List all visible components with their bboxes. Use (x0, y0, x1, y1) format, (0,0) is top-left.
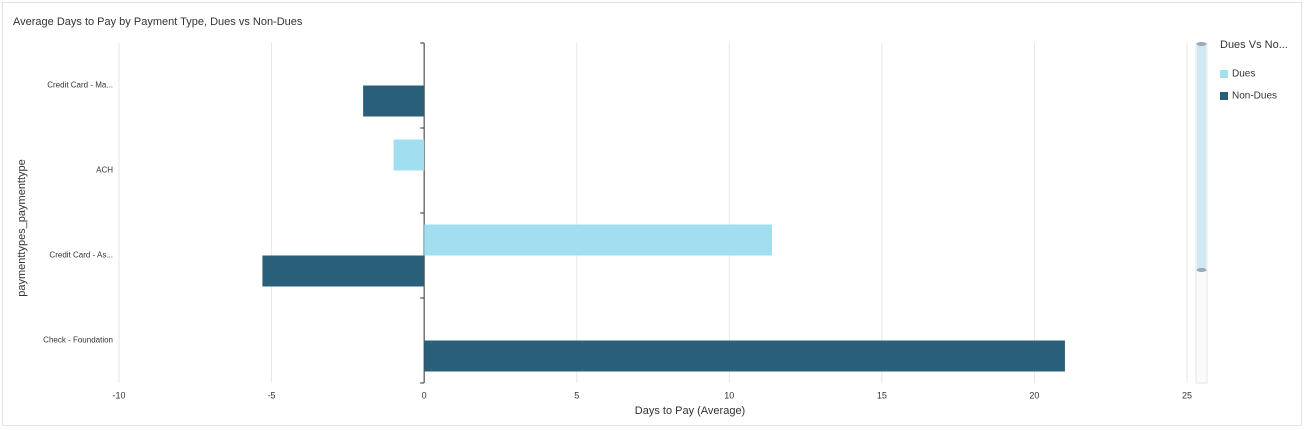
legend-title: Dues Vs No... (1220, 39, 1288, 51)
x-tick-label: -10 (112, 390, 125, 400)
x-tick-label: 5 (574, 390, 579, 400)
x-tick-label: 20 (1029, 390, 1039, 400)
y-tick-label: Credit Card - As... (49, 251, 113, 260)
chart-title: Average Days to Pay by Payment Type, Due… (13, 16, 303, 28)
y-axis-label: paymenttypes_paymenttype (16, 159, 28, 297)
scrollbar-handle[interactable] (1196, 42, 1207, 46)
scrollbar-thumb[interactable] (1197, 43, 1206, 270)
bar (393, 139, 425, 171)
x-tick-label: -5 (268, 390, 276, 400)
legend-swatch (1220, 70, 1228, 78)
bar (363, 85, 425, 117)
x-tick-label: 15 (877, 390, 887, 400)
x-tick-label: 25 (1182, 390, 1192, 400)
bar (262, 255, 425, 287)
bar (424, 340, 1065, 372)
scrollbar-handle[interactable] (1196, 268, 1207, 272)
bar (424, 224, 773, 256)
legend-label: Non-Dues (1232, 91, 1277, 102)
x-tick-label: 0 (422, 390, 427, 400)
y-tick-label: ACH (96, 166, 113, 175)
legend-label: Dues (1232, 69, 1255, 80)
legend-swatch (1220, 92, 1228, 100)
y-tick-label: Check - Foundation (43, 336, 113, 345)
x-tick-label: 10 (724, 390, 734, 400)
x-axis-label: Days to Pay (Average) (635, 405, 745, 417)
y-tick-label: Credit Card - Ma... (47, 81, 113, 90)
